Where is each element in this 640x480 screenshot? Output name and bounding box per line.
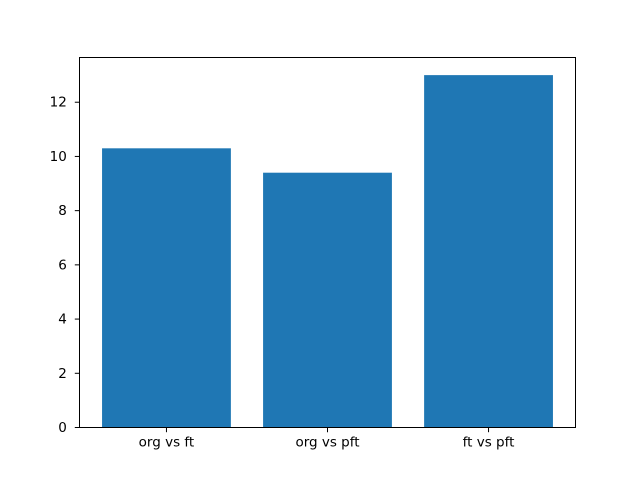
y-tick-label: 8 (58, 203, 67, 219)
bar-org-vs-ft (102, 148, 231, 428)
y-tick-label: 12 (50, 95, 67, 111)
y-tick-label: 2 (58, 366, 67, 382)
y-tick-label: 10 (50, 149, 67, 165)
x-tick-label: ft vs pft (463, 435, 515, 451)
y-tick-label: 4 (58, 312, 67, 328)
y-tick-label: 6 (58, 257, 67, 273)
x-tick-label: org vs pft (295, 435, 359, 451)
y-tick-label: 0 (58, 420, 67, 436)
bar-ft-vs-pft (424, 75, 553, 428)
x-tick-label: org vs ft (139, 435, 195, 451)
bar-org-vs-pft (263, 172, 392, 428)
